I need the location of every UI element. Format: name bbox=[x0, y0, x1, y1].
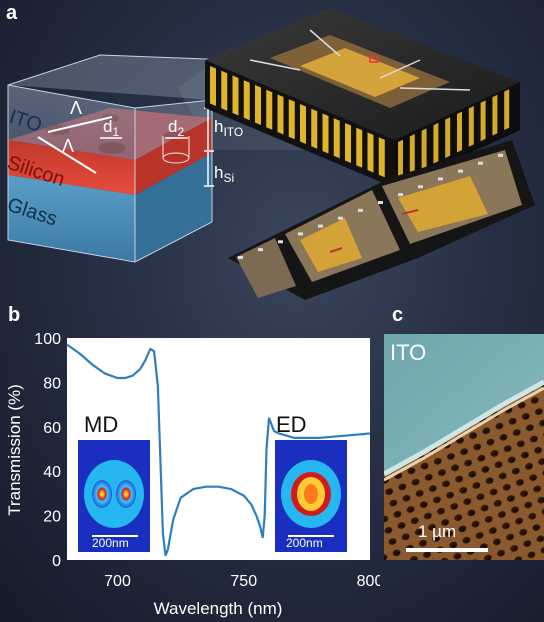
film-perforation bbox=[438, 177, 443, 181]
chip-pin bbox=[333, 118, 340, 159]
film-perforation bbox=[338, 216, 343, 220]
panel-label-c: c bbox=[392, 304, 404, 326]
chip-pin bbox=[311, 108, 318, 149]
film-perforation bbox=[318, 224, 323, 228]
film-perforation bbox=[238, 256, 243, 259]
chip-pin bbox=[255, 85, 261, 125]
chip-pin bbox=[210, 66, 216, 106]
y-axis-label: Transmission (%) bbox=[5, 384, 24, 516]
chip-pin bbox=[322, 113, 329, 154]
x-tick-label: 700 bbox=[104, 573, 131, 590]
sem-ito-layer bbox=[384, 334, 544, 474]
chip-pin bbox=[409, 134, 415, 175]
x-tick-label: 750 bbox=[230, 573, 257, 590]
chip-pin bbox=[457, 111, 462, 153]
chip-pin bbox=[398, 139, 403, 181]
film-perforation bbox=[258, 248, 263, 252]
y-tick-label: 100 bbox=[34, 331, 61, 348]
x-axis-label: Wavelength (nm) bbox=[154, 599, 283, 618]
film-perforation bbox=[298, 232, 303, 236]
chip-pin bbox=[288, 99, 295, 140]
y-tick-label: 80 bbox=[43, 375, 61, 392]
film-perforation bbox=[278, 240, 283, 244]
film-perforation bbox=[458, 169, 463, 173]
y-tick-label: 60 bbox=[43, 420, 61, 437]
md-annotation: MD bbox=[84, 412, 118, 437]
sem-scale-label: 1 µm bbox=[418, 522, 457, 541]
chip-pin bbox=[504, 89, 510, 130]
panel-a-schematic: ITO Silicon Glass Λ Λ d1 d2 hITO hSi bbox=[4, 8, 535, 300]
film-strip-illustration bbox=[228, 140, 535, 300]
sem-scale-bar bbox=[406, 548, 488, 552]
period-arrow-2 bbox=[37, 136, 97, 174]
chip-pin bbox=[345, 123, 351, 163]
chip-pin bbox=[356, 127, 363, 168]
x-tick-label: 800 bbox=[357, 573, 380, 590]
chip-pin bbox=[378, 137, 385, 178]
panel-label-a: a bbox=[6, 2, 18, 24]
film-perforation bbox=[358, 208, 363, 212]
chip-illustration bbox=[205, 8, 520, 188]
panel-label-b: b bbox=[8, 304, 21, 326]
d2-label: d2 bbox=[168, 117, 184, 139]
chip-pin bbox=[277, 94, 284, 135]
y-tick-label: 0 bbox=[52, 553, 61, 570]
sem-ito-label: ITO bbox=[390, 340, 427, 365]
chip-pin bbox=[421, 128, 427, 170]
chip-pin bbox=[480, 100, 486, 142]
md-inset: 200nm bbox=[78, 440, 150, 552]
y-tick-label: 40 bbox=[43, 464, 61, 481]
film-perforation bbox=[498, 153, 503, 157]
chip-pin bbox=[266, 89, 273, 130]
h-ito-label: hITO bbox=[214, 117, 243, 139]
md-inset-scale-label: 200nm bbox=[92, 536, 129, 550]
d1-label: d1 bbox=[103, 117, 119, 139]
film-perforation bbox=[478, 161, 483, 165]
chip-pin bbox=[300, 104, 306, 144]
chip-pin bbox=[492, 94, 498, 136]
chip-pin bbox=[433, 122, 439, 164]
period-label-2: Λ bbox=[62, 136, 74, 156]
period-arrow-1 bbox=[47, 116, 113, 133]
film-perforation bbox=[418, 185, 423, 189]
period-label-1: Λ bbox=[70, 98, 82, 118]
unit-cell-schematic: ITO Silicon Glass Λ Λ d1 d2 hITO hSi bbox=[4, 54, 243, 263]
chip-pin bbox=[445, 117, 451, 158]
film-perforation bbox=[398, 193, 403, 197]
chip-pin bbox=[243, 80, 250, 121]
y-tick-label: 20 bbox=[43, 509, 61, 526]
chip-pin bbox=[367, 132, 374, 173]
h-si-label: hSi bbox=[214, 163, 234, 185]
chip-pin bbox=[232, 75, 239, 116]
film-perforation bbox=[378, 201, 383, 204]
chip-pin bbox=[221, 70, 228, 111]
transmission-series-line bbox=[66, 343, 371, 556]
chip-pin bbox=[468, 106, 474, 147]
sem-image: ITO 1 µm bbox=[384, 334, 544, 560]
ed-inset-scale-label: 200nm bbox=[286, 536, 323, 550]
ed-inset: 200nm bbox=[275, 440, 347, 552]
ed-annotation: ED bbox=[276, 412, 307, 437]
